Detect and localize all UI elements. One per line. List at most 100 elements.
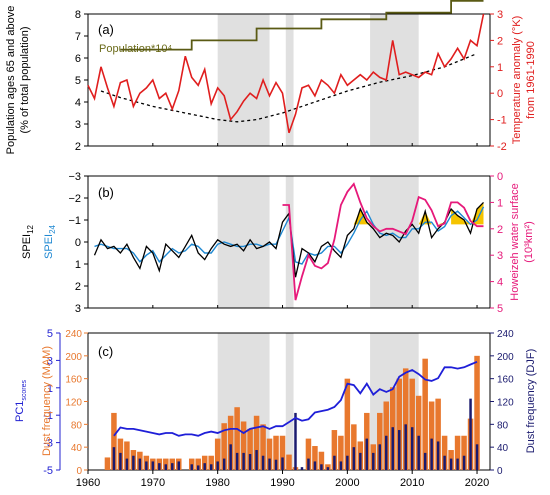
djf-bar — [164, 464, 168, 470]
water-surface-line — [282, 182, 484, 301]
b-left-tick-label: 2 — [75, 281, 81, 293]
c-pc1-tick-label: -3 — [43, 438, 53, 450]
a-left-axis-title-1: Population ages 65 and above — [5, 6, 17, 155]
mam-bar — [415, 395, 422, 470]
a-right-tick-label: -1 — [497, 115, 507, 127]
yellow-fill-area — [418, 211, 445, 225]
panel-a-label: (a) — [98, 22, 114, 37]
b-right-axis: 0 1 2 3 4 5 — [490, 171, 503, 315]
x-tick-label: 1970 — [141, 477, 165, 489]
djf-bar — [423, 452, 427, 470]
mam-bar — [454, 435, 461, 470]
c-djf-axis: 0 40 80 120 160 200 240 — [490, 329, 514, 477]
a-left-axis-title-2: (% of total population) — [19, 26, 31, 133]
djf-bar — [261, 455, 265, 470]
mam-bar — [312, 446, 318, 470]
c-mam-tick-label: 0 — [76, 466, 82, 477]
mam-bar — [201, 455, 208, 470]
b-left-tick-label: −3 — [68, 171, 81, 183]
a-series — [87, 0, 485, 134]
mam-bar — [104, 457, 111, 470]
djf-bar — [462, 455, 466, 470]
c-djf-tick-label: 120 — [497, 398, 514, 409]
mam-bar — [441, 435, 448, 470]
djf-bar — [138, 458, 142, 470]
x-tick-label: 1960 — [76, 477, 100, 489]
x-tick-label: 1980 — [205, 477, 229, 489]
x-tick-label: 1990 — [270, 477, 294, 489]
mam-bar — [331, 430, 338, 470]
a-left-axis: 2 3 4 5 6 7 8 — [75, 9, 88, 153]
djf-bar — [417, 435, 420, 470]
djf-bar — [326, 467, 330, 470]
djf-bar — [190, 464, 193, 470]
mam-bar — [111, 412, 117, 470]
djf-bar — [158, 463, 161, 470]
a-left-tick-label: 5 — [75, 75, 81, 87]
a-left-tick-label: 3 — [75, 119, 81, 131]
djf-bar — [430, 438, 433, 470]
c-x-axis: 1960 1970 1980 1990 2000 2010 2020 — [76, 143, 489, 489]
djf-bar — [378, 444, 382, 470]
a-right-axis: -2 -1 0 1 2 3 — [490, 9, 507, 153]
mam-bar — [422, 358, 428, 470]
panel-c-label: (c) — [98, 344, 113, 359]
mam-bar — [221, 423, 227, 470]
gray-shade — [370, 14, 419, 146]
gray-shade — [285, 176, 294, 308]
mam-bar — [279, 435, 286, 470]
djf-bar — [397, 430, 401, 470]
c-mam-axis: 0 40 80 120 160 200 240 — [65, 329, 88, 477]
gray-shade — [285, 14, 294, 146]
mam-bar — [227, 415, 234, 470]
mam-bar — [338, 435, 344, 470]
a-right-axis-title-2: from 1961-1990 — [525, 41, 537, 119]
djf-bar — [209, 464, 213, 470]
a-right-axis-title-1: Temperature anomaly (°K) — [511, 16, 523, 145]
djf-bar — [475, 444, 479, 470]
c-djf-tick-label: 80 — [497, 420, 509, 431]
b-right-tick-label: 4 — [497, 277, 503, 289]
djf-bar — [203, 463, 206, 470]
djf-bar — [404, 424, 407, 470]
mam-bar — [396, 378, 402, 470]
c-mam-tick-label: 160 — [65, 375, 82, 386]
mam-bar — [461, 435, 467, 470]
temperature-anomaly-line — [87, 13, 485, 134]
djf-bar — [294, 412, 297, 470]
mam-bar — [325, 464, 331, 470]
mam-bar — [474, 355, 480, 470]
mam-bar — [286, 454, 292, 470]
c-pc1-tick-label: 5 — [47, 328, 53, 340]
mam-bar — [344, 378, 351, 470]
djf-bar — [307, 458, 310, 470]
djf-bar — [171, 463, 174, 470]
c-pc1-axis-title: PC1scores — [14, 379, 28, 422]
djf-bar — [145, 461, 148, 470]
mam-bar — [409, 378, 415, 470]
a-right-tick-label: 1 — [497, 62, 503, 74]
djf-bar — [235, 452, 239, 470]
x-tick-label: 2020 — [465, 477, 489, 489]
djf-bar — [385, 435, 388, 470]
mam-bar — [318, 451, 325, 470]
a-left-tick-label: 4 — [75, 97, 81, 109]
a-left-tick-label: 6 — [75, 53, 81, 65]
djf-bar — [333, 455, 336, 470]
a-left-tick-label: 2 — [75, 141, 81, 153]
c-pc1-tick-label: -5 — [43, 465, 53, 477]
c-djf-tick-label: 40 — [497, 443, 509, 454]
b-left-tick-label: 1 — [75, 259, 81, 271]
djf-bar — [222, 458, 226, 470]
b-left-tick-label: −2 — [68, 193, 81, 205]
djf-bar — [436, 441, 440, 470]
djf-bar — [255, 450, 258, 470]
c-mam-tick-label: 80 — [71, 420, 83, 431]
c-pc1-tick-label: 3 — [47, 355, 53, 367]
c-djf-axis-title: Dust frequency (DJF) — [525, 349, 537, 454]
x-tick-label: 2000 — [335, 477, 359, 489]
yellow-fill-area — [451, 202, 484, 225]
c-mam-tick-label: 120 — [65, 398, 82, 409]
c-mam-tick-label: 200 — [65, 352, 82, 363]
